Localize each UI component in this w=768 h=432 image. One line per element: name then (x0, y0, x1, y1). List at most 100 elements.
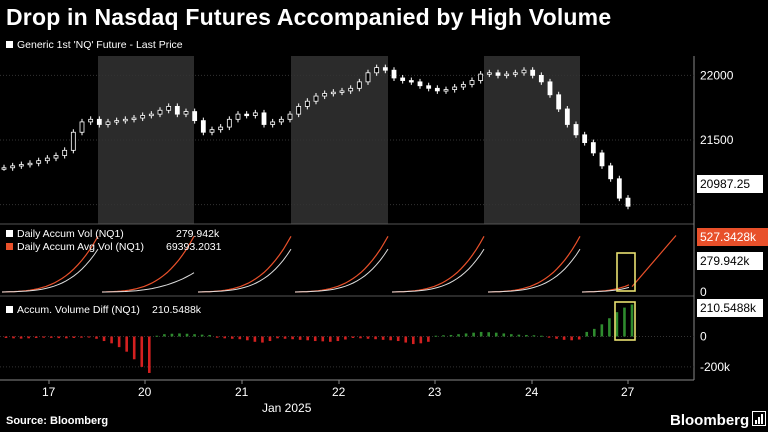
diff-bar (517, 334, 521, 337)
diff-bar (65, 336, 68, 339)
x-tick-label: 23 (428, 385, 442, 399)
avg-vol-label: 527.3428k (700, 230, 757, 244)
diff-bar (208, 334, 211, 337)
diff-bar (253, 336, 257, 342)
diff-bar (87, 336, 91, 338)
price-candle (209, 129, 215, 133)
last-price-label: 20987.25 (700, 177, 750, 191)
bloomberg-logo: Bloomberg (670, 411, 767, 429)
price-candle (564, 108, 570, 125)
y-tick-diff: 0 (700, 329, 707, 343)
price-candle (10, 165, 16, 169)
brand-text: Bloomberg (670, 412, 750, 429)
price-candle (330, 91, 336, 95)
diff-bar (125, 336, 128, 352)
price-candle (521, 69, 527, 74)
price-candle (18, 164, 24, 167)
diff-bar (442, 335, 445, 337)
price-candle (304, 100, 310, 107)
price-candle (469, 80, 475, 85)
diff-bar (95, 336, 98, 339)
x-tick-label: 22 (332, 385, 346, 399)
price-candle (226, 118, 232, 128)
price-candle (530, 69, 536, 76)
highlight-box-diff (614, 301, 636, 341)
price-candle (270, 121, 276, 125)
legend-swatch-avg (6, 243, 13, 250)
price-candle (582, 134, 588, 143)
diff-bar (374, 336, 377, 340)
diff-bar (630, 304, 634, 337)
diff-label: 210.5488k (700, 301, 757, 315)
legend-vol-value: 279.942k (176, 228, 220, 240)
price-candle (287, 113, 293, 120)
volume-lines (1, 235, 677, 293)
diff-bar (464, 333, 468, 337)
legend-swatch-vol (6, 230, 13, 237)
price-candle (452, 86, 458, 90)
price-candle (348, 87, 354, 92)
legend-diff-name: Accum. Volume Diff (NQ1) (17, 304, 140, 316)
diff-bars (4, 304, 634, 373)
price-candle (114, 120, 120, 123)
diff-bar (555, 336, 558, 339)
diff-bar (283, 336, 287, 339)
diff-bar (366, 336, 370, 339)
diff-bar (502, 333, 506, 337)
volume-line (1, 248, 630, 293)
diff-bar (313, 336, 317, 342)
diff-bar (585, 331, 589, 337)
legend-swatch-price (6, 41, 13, 48)
diff-bar (268, 336, 272, 342)
y-tick-diff: -200k (700, 360, 731, 374)
diff-bar (577, 336, 581, 340)
price-candle (391, 69, 397, 79)
diff-bar (487, 332, 490, 337)
price-candle (62, 149, 68, 156)
price-candle (356, 81, 362, 89)
source-note: Source: Bloomberg (6, 415, 109, 427)
price-candle (426, 85, 432, 89)
diff-bar (434, 335, 438, 337)
diff-bar (404, 336, 408, 343)
price-candle (53, 155, 59, 159)
diff-bar (298, 336, 302, 340)
chart-title: Drop in Nasdaq Futures Accompanied by Hi… (6, 4, 612, 30)
diff-bar (570, 336, 573, 341)
diff-bar (261, 336, 264, 343)
price-candle (417, 81, 423, 87)
x-tick-label: 21 (235, 385, 249, 399)
x-tick-label: 20 (138, 385, 152, 399)
price-candle (261, 112, 267, 125)
shaded-band-20 (98, 56, 194, 224)
y-tick-price: 22000 (700, 68, 734, 82)
legend-avg-value: 69393.2031 (166, 241, 222, 253)
diff-bar (110, 336, 113, 344)
diff-bar (34, 336, 38, 338)
diff-bar (215, 336, 219, 338)
diff-bar (27, 336, 30, 339)
price-candle (408, 80, 414, 83)
diff-bar (479, 331, 483, 337)
price-candle (174, 106, 180, 115)
price-candle (192, 111, 198, 122)
price-candle (339, 90, 345, 93)
price-candle (183, 111, 189, 115)
diff-bar (246, 336, 249, 341)
y-tick-volume: 0 (700, 285, 707, 299)
diff-bar (321, 336, 325, 342)
vol-tag (697, 252, 763, 270)
y-tick-price: 21500 (700, 133, 734, 147)
diff-bar (427, 336, 430, 342)
price-candle (27, 162, 33, 166)
price-candle (44, 157, 50, 162)
price-candle (166, 106, 172, 111)
price-candle (148, 113, 154, 117)
diff-bar (592, 328, 596, 337)
diff-bar (117, 336, 121, 348)
diff-bar (80, 336, 83, 338)
x-tick-label: 17 (42, 385, 56, 399)
price-candle (608, 165, 614, 180)
legend-swatch-diff (6, 306, 13, 313)
